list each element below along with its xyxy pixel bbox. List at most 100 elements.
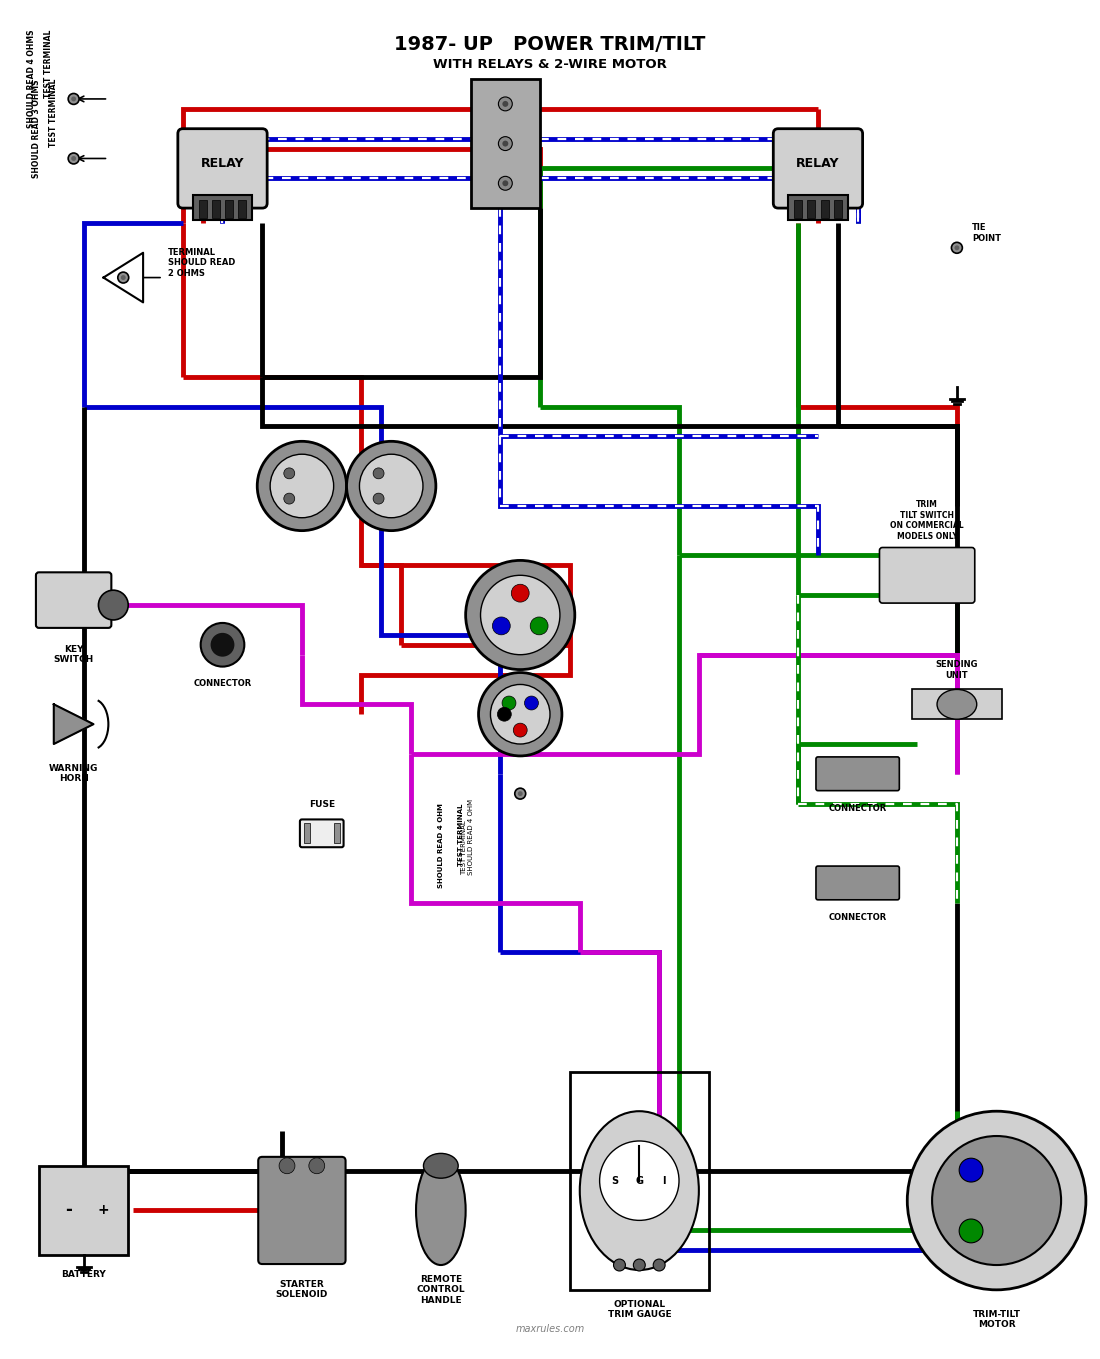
Text: +: +	[98, 1204, 109, 1218]
Text: FUSE: FUSE	[309, 799, 334, 809]
Circle shape	[530, 617, 548, 635]
Text: SHOULD READ 4 OHMS: SHOULD READ 4 OHMS	[28, 30, 36, 128]
Text: REMOTE
CONTROL
HANDLE: REMOTE CONTROL HANDLE	[417, 1275, 465, 1305]
Bar	[211, 200, 220, 217]
Circle shape	[503, 181, 508, 186]
Polygon shape	[103, 258, 143, 298]
Circle shape	[118, 272, 129, 283]
Bar	[807, 200, 815, 217]
Text: KEY
SWITCH: KEY SWITCH	[54, 644, 94, 665]
Bar	[239, 200, 246, 217]
Circle shape	[512, 584, 529, 602]
Ellipse shape	[937, 689, 977, 719]
Text: S: S	[610, 1176, 618, 1185]
Bar	[333, 824, 340, 843]
Circle shape	[373, 493, 384, 504]
Circle shape	[279, 1158, 295, 1174]
Circle shape	[503, 101, 508, 107]
Circle shape	[200, 622, 244, 667]
FancyBboxPatch shape	[880, 548, 975, 603]
FancyBboxPatch shape	[300, 819, 343, 847]
Text: CONNECTOR: CONNECTOR	[828, 913, 887, 921]
Text: STARTER
SOLENOID: STARTER SOLENOID	[276, 1280, 328, 1299]
Bar	[192, 196, 252, 220]
Circle shape	[932, 1136, 1062, 1265]
Circle shape	[257, 442, 346, 530]
Text: RELAY: RELAY	[200, 156, 244, 170]
Text: G: G	[636, 1176, 644, 1185]
Polygon shape	[54, 704, 94, 743]
Bar	[912, 689, 1002, 719]
Bar	[821, 200, 829, 217]
Circle shape	[525, 696, 538, 709]
Text: SHOULD READ 3 OHMS: SHOULD READ 3 OHMS	[32, 79, 42, 178]
Text: TRIM-TILT
MOTOR: TRIM-TILT MOTOR	[972, 1310, 1021, 1329]
Circle shape	[514, 723, 527, 737]
Bar	[226, 200, 233, 217]
Ellipse shape	[416, 1157, 465, 1265]
FancyBboxPatch shape	[816, 757, 900, 791]
Circle shape	[498, 96, 513, 111]
Circle shape	[952, 242, 962, 253]
FancyBboxPatch shape	[36, 572, 111, 628]
Circle shape	[518, 791, 522, 796]
Circle shape	[502, 696, 516, 709]
Circle shape	[68, 94, 79, 105]
FancyBboxPatch shape	[816, 866, 900, 900]
Bar	[39, 1166, 129, 1256]
Circle shape	[493, 617, 510, 635]
Ellipse shape	[424, 1154, 459, 1178]
FancyBboxPatch shape	[258, 1157, 345, 1264]
Ellipse shape	[580, 1112, 698, 1271]
Text: -: -	[65, 1201, 73, 1219]
Text: OPTIONAL
TRIM GAUGE: OPTIONAL TRIM GAUGE	[607, 1299, 671, 1320]
Circle shape	[478, 673, 562, 756]
Circle shape	[309, 1158, 324, 1174]
Text: BATTERY: BATTERY	[62, 1271, 106, 1279]
Circle shape	[465, 560, 575, 670]
Circle shape	[959, 1158, 983, 1182]
Circle shape	[481, 575, 560, 655]
Text: TEST TERMINAL: TEST TERMINAL	[44, 30, 53, 98]
Circle shape	[373, 467, 384, 478]
Text: SHOULD READ 4 OHM: SHOULD READ 4 OHM	[438, 803, 443, 889]
Circle shape	[72, 96, 76, 102]
Bar	[570, 1071, 708, 1290]
Text: maxrules.com: maxrules.com	[516, 1325, 584, 1335]
Circle shape	[614, 1258, 626, 1271]
Text: TEST TERMINAL: TEST TERMINAL	[458, 803, 464, 866]
Text: I: I	[662, 1176, 665, 1185]
Circle shape	[284, 467, 295, 478]
Text: TEST TERMINAL
SHOULD READ 4 OHM: TEST TERMINAL SHOULD READ 4 OHM	[461, 799, 474, 875]
FancyBboxPatch shape	[178, 129, 267, 208]
Bar	[304, 824, 310, 843]
Circle shape	[72, 156, 76, 160]
Circle shape	[515, 788, 526, 799]
Circle shape	[210, 633, 234, 656]
Circle shape	[491, 685, 550, 743]
Circle shape	[68, 154, 79, 164]
Text: SENDING
UNIT: SENDING UNIT	[936, 660, 978, 680]
Circle shape	[98, 590, 129, 620]
Circle shape	[121, 275, 125, 280]
Circle shape	[284, 493, 295, 504]
Circle shape	[497, 707, 512, 722]
Text: TRIM
TILT SWITCH
ON COMMERCIAL
MODELS ONLY: TRIM TILT SWITCH ON COMMERCIAL MODELS ON…	[890, 500, 964, 541]
Circle shape	[634, 1258, 646, 1271]
Bar	[794, 200, 802, 217]
Text: TIE
POINT: TIE POINT	[971, 223, 1001, 243]
Bar	[471, 79, 540, 208]
Text: WITH RELAYS & 2-WIRE MOTOR: WITH RELAYS & 2-WIRE MOTOR	[433, 57, 667, 71]
Circle shape	[653, 1258, 666, 1271]
Circle shape	[346, 442, 436, 530]
Circle shape	[955, 246, 959, 250]
Ellipse shape	[600, 1142, 679, 1220]
Text: RELAY: RELAY	[796, 156, 839, 170]
Circle shape	[360, 454, 424, 518]
Circle shape	[271, 454, 333, 518]
Text: TEST TERMINAL: TEST TERMINAL	[50, 79, 58, 148]
FancyBboxPatch shape	[773, 129, 862, 208]
Bar	[789, 196, 848, 220]
Circle shape	[959, 1219, 983, 1243]
Text: WARNING
HORN: WARNING HORN	[48, 764, 98, 783]
